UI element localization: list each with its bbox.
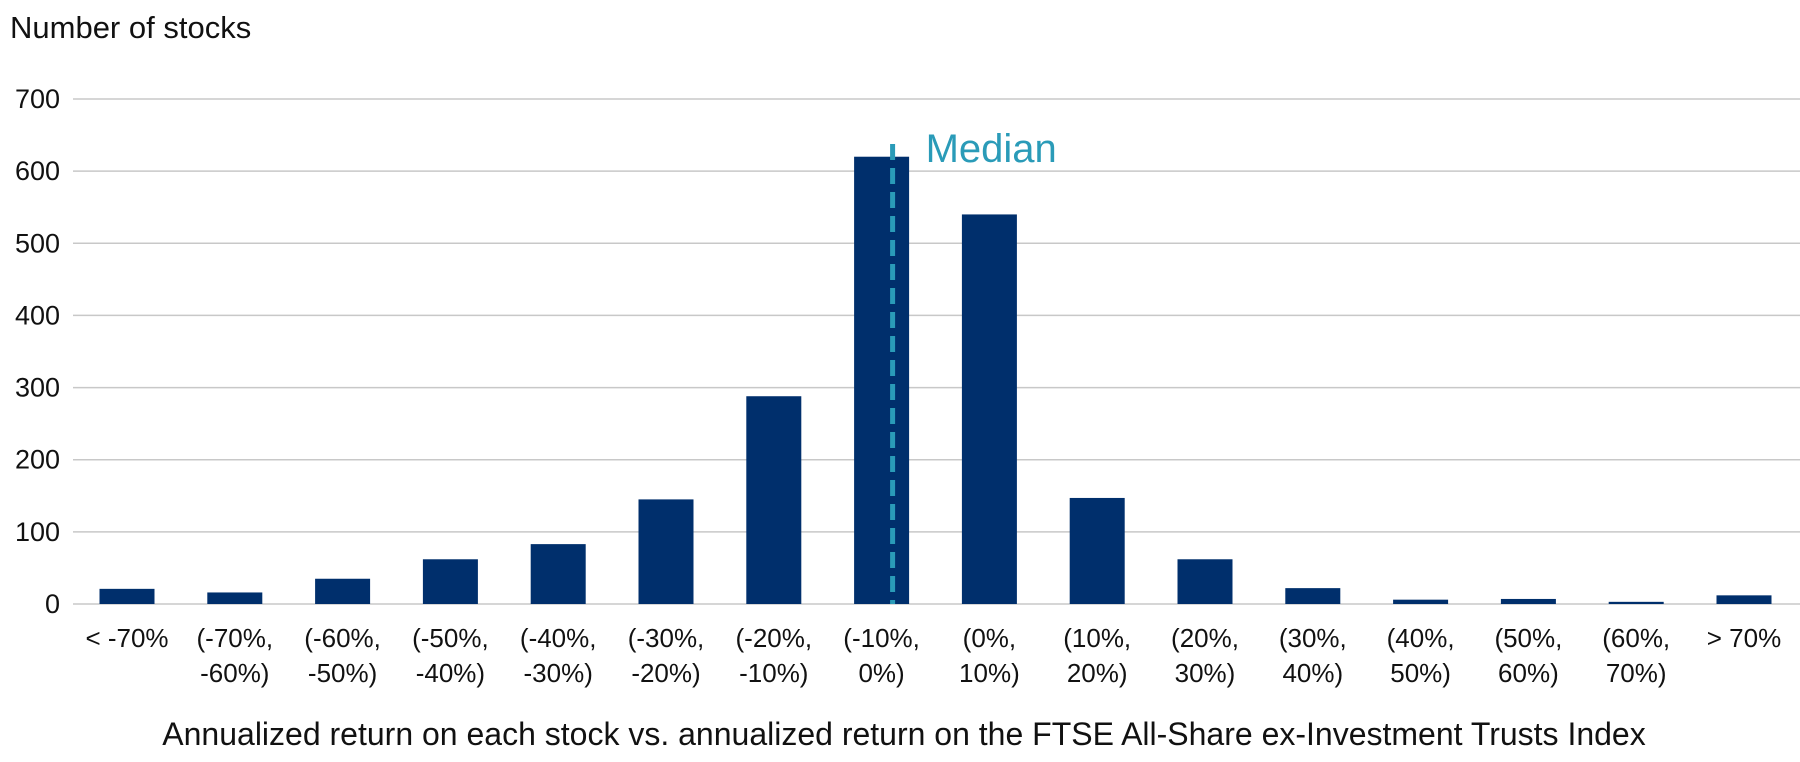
bar <box>746 396 802 604</box>
y-tick-label: 600 <box>15 156 60 186</box>
y-tick-label: 500 <box>15 228 60 258</box>
bar <box>315 578 371 604</box>
median-marker: Median <box>890 127 1057 604</box>
x-tick-label: (30%, <box>1279 623 1347 653</box>
x-tick-label: -60%) <box>200 658 269 688</box>
x-axis-title: Annualized return on each stock vs. annu… <box>162 716 1645 752</box>
y-tick-label: 300 <box>15 373 60 403</box>
x-tick-label: 60%) <box>1498 658 1559 688</box>
bar <box>207 592 263 604</box>
y-tick-label: 200 <box>15 445 60 475</box>
x-tick-label: (-30%, <box>628 623 705 653</box>
x-tick-label: 40%) <box>1282 658 1343 688</box>
bars <box>99 156 1772 604</box>
x-tick-label: 20%) <box>1067 658 1128 688</box>
x-axis-categories: < -70% (-70%, -60%) (-60%, -50%) (-50%, -40%) (… <box>85 623 1781 688</box>
x-tick-label: (-40%, <box>520 623 597 653</box>
gridlines <box>73 98 1800 605</box>
bar <box>1177 559 1233 604</box>
x-tick-label: (-70%, <box>197 623 274 653</box>
y-axis-ticks: 0 100 200 300 400 500 600 700 <box>15 84 60 619</box>
bar <box>1285 588 1341 604</box>
bar <box>638 499 694 604</box>
x-tick-label: (0%, <box>963 623 1016 653</box>
y-tick-label: 700 <box>15 84 60 114</box>
y-axis-title: Number of stocks <box>10 10 251 45</box>
x-tick-label: (-60%, <box>304 623 381 653</box>
x-tick-label: -40%) <box>416 658 485 688</box>
x-tick-label: 50%) <box>1390 658 1451 688</box>
x-tick-label: (20%, <box>1171 623 1239 653</box>
x-tick-label: < -70% <box>85 623 168 653</box>
bar <box>1716 595 1772 604</box>
bar <box>1069 497 1125 604</box>
bar <box>961 214 1017 604</box>
y-tick-label: 0 <box>45 589 60 619</box>
x-tick-label: -30%) <box>524 658 593 688</box>
x-tick-label: -50%) <box>308 658 377 688</box>
x-tick-label: 30%) <box>1175 658 1236 688</box>
bar <box>530 544 586 604</box>
x-tick-label: (10%, <box>1063 623 1131 653</box>
y-tick-label: 400 <box>15 300 60 330</box>
median-label: Median <box>926 127 1057 171</box>
bar <box>99 588 155 604</box>
x-tick-label: (40%, <box>1387 623 1455 653</box>
x-tick-label: (-50%, <box>412 623 489 653</box>
x-tick-label: (50%, <box>1494 623 1562 653</box>
bar <box>1500 598 1556 604</box>
bar <box>1393 599 1449 604</box>
bar <box>422 559 478 604</box>
x-tick-label: (-10%, <box>843 623 920 653</box>
x-tick-label: 10%) <box>959 658 1020 688</box>
x-tick-label: 0%) <box>858 658 904 688</box>
bar <box>854 156 910 604</box>
bar <box>1608 601 1664 604</box>
x-tick-label: -10%) <box>739 658 808 688</box>
x-tick-label: (-20%, <box>736 623 813 653</box>
y-tick-label: 100 <box>15 517 60 547</box>
x-tick-label: -20%) <box>631 658 700 688</box>
x-tick-label: 70%) <box>1606 658 1667 688</box>
x-tick-label: (60%, <box>1602 623 1670 653</box>
x-tick-label: > 70% <box>1707 623 1781 653</box>
